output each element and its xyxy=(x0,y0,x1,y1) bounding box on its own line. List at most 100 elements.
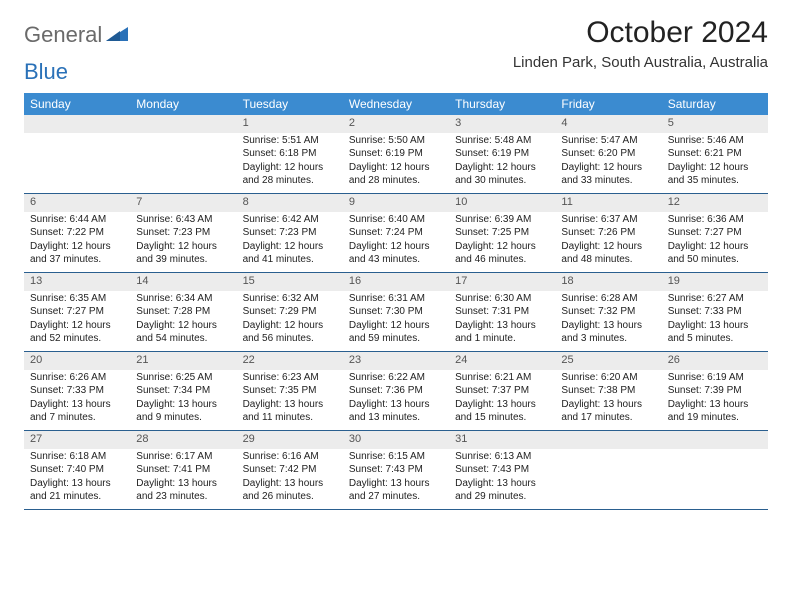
day-number: 22 xyxy=(237,352,343,370)
week-row: 20Sunrise: 6:26 AMSunset: 7:33 PMDayligh… xyxy=(24,352,768,431)
day-sunset: Sunset: 7:37 PM xyxy=(455,385,549,398)
day-cell: 16Sunrise: 6:31 AMSunset: 7:30 PMDayligh… xyxy=(343,273,449,351)
day-dl1: Daylight: 12 hours xyxy=(561,162,655,175)
day-cell: 14Sunrise: 6:34 AMSunset: 7:28 PMDayligh… xyxy=(130,273,236,351)
day-sunrise: Sunrise: 6:42 AM xyxy=(243,214,337,227)
day-dl1: Daylight: 12 hours xyxy=(30,241,124,254)
day-number xyxy=(130,115,236,133)
calendar-page: General October 2024 Linden Park, South … xyxy=(0,0,792,526)
day-number: 31 xyxy=(449,431,555,449)
day-dl1: Daylight: 12 hours xyxy=(455,162,549,175)
day-dl1: Daylight: 13 hours xyxy=(668,320,762,333)
day-number: 2 xyxy=(343,115,449,133)
day-sunrise: Sunrise: 6:25 AM xyxy=(136,372,230,385)
day-dl1: Daylight: 13 hours xyxy=(561,399,655,412)
day-body: Sunrise: 6:20 AMSunset: 7:38 PMDaylight:… xyxy=(555,370,661,430)
day-sunset: Sunset: 7:26 PM xyxy=(561,227,655,240)
day-sunset: Sunset: 6:18 PM xyxy=(243,148,337,161)
week-row: 1 Sunrise: 5:51 AMSunset: 6:18 PM Daylight… xyxy=(24,115,768,194)
day-dl2: and 37 minutes. xyxy=(30,254,124,267)
day-sunrise: Sunrise: 5:51 AM xyxy=(243,135,337,148)
logo-triangle-icon xyxy=(106,25,128,46)
day-cell-empty xyxy=(24,115,130,193)
day-dl2: and 35 minutes. xyxy=(668,175,762,188)
day-cell: 13Sunrise: 6:35 AMSunset: 7:27 PMDayligh… xyxy=(24,273,130,351)
day-dl2: and 23 minutes. xyxy=(136,491,230,504)
day-dl1: Daylight: 12 hours xyxy=(668,241,762,254)
day-cell: 1Sunrise: 5:51 AMSunset: 6:18 PMDaylight… xyxy=(237,115,343,193)
day-cell: 19Sunrise: 6:27 AMSunset: 7:33 PMDayligh… xyxy=(662,273,768,351)
week-row: 27Sunrise: 6:18 AMSunset: 7:40 PMDayligh… xyxy=(24,431,768,510)
day-sunrise: Sunrise: 6:21 AM xyxy=(455,372,549,385)
day-sunset: Sunset: 7:36 PM xyxy=(349,385,443,398)
day-number: 1 xyxy=(237,115,343,133)
day-sunset: Sunset: 6:19 PM xyxy=(455,148,549,161)
day-body: Sunrise: 6:32 AMSunset: 7:29 PMDaylight:… xyxy=(237,291,343,351)
day-sunset: Sunset: 7:32 PM xyxy=(561,306,655,319)
weekday-header: Thursday xyxy=(449,93,555,115)
day-dl2: and 50 minutes. xyxy=(668,254,762,267)
day-sunrise: Sunrise: 6:39 AM xyxy=(455,214,549,227)
day-number: 29 xyxy=(237,431,343,449)
weekday-header: Sunday xyxy=(24,93,130,115)
day-dl2: and 52 minutes. xyxy=(30,333,124,346)
day-sunset: Sunset: 7:40 PM xyxy=(30,464,124,477)
day-sunset: Sunset: 7:43 PM xyxy=(455,464,549,477)
logo-text-general: General xyxy=(24,22,102,48)
day-number: 4 xyxy=(555,115,661,133)
day-dl2: and 33 minutes. xyxy=(561,175,655,188)
day-dl2: and 39 minutes. xyxy=(136,254,230,267)
day-dl2: and 26 minutes. xyxy=(243,491,337,504)
day-number: 15 xyxy=(237,273,343,291)
day-cell: 21Sunrise: 6:25 AMSunset: 7:34 PMDayligh… xyxy=(130,352,236,430)
day-cell: 17Sunrise: 6:30 AMSunset: 7:31 PMDayligh… xyxy=(449,273,555,351)
day-sunrise: Sunrise: 6:22 AM xyxy=(349,372,443,385)
day-cell: 4Sunrise: 5:47 AMSunset: 6:20 PMDaylight… xyxy=(555,115,661,193)
day-number: 19 xyxy=(662,273,768,291)
day-dl1: Daylight: 12 hours xyxy=(243,320,337,333)
day-sunset: Sunset: 7:35 PM xyxy=(243,385,337,398)
day-sunset: Sunset: 7:30 PM xyxy=(349,306,443,319)
day-dl2: and 43 minutes. xyxy=(349,254,443,267)
day-dl2: and 17 minutes. xyxy=(561,412,655,425)
day-body: Sunrise: 6:18 AMSunset: 7:40 PMDaylight:… xyxy=(24,449,130,509)
day-cell: 12Sunrise: 6:36 AMSunset: 7:27 PMDayligh… xyxy=(662,194,768,272)
day-dl2: and 11 minutes. xyxy=(243,412,337,425)
day-dl2: and 56 minutes. xyxy=(243,333,337,346)
day-sunset: Sunset: 7:24 PM xyxy=(349,227,443,240)
week-row: 13Sunrise: 6:35 AMSunset: 7:27 PMDayligh… xyxy=(24,273,768,352)
day-body: Sunrise: 5:48 AMSunset: 6:19 PMDaylight:… xyxy=(449,133,555,193)
day-dl2: and 13 minutes. xyxy=(349,412,443,425)
day-body: Sunrise: 6:27 AMSunset: 7:33 PMDaylight:… xyxy=(662,291,768,351)
day-dl1: Daylight: 13 hours xyxy=(30,399,124,412)
day-dl1: Daylight: 12 hours xyxy=(349,241,443,254)
day-number: 16 xyxy=(343,273,449,291)
day-body: Sunrise: 6:39 AMSunset: 7:25 PMDaylight:… xyxy=(449,212,555,272)
day-dl1: Daylight: 13 hours xyxy=(349,399,443,412)
weekday-header: Friday xyxy=(555,93,661,115)
day-dl1: Daylight: 13 hours xyxy=(561,320,655,333)
day-dl2: and 1 minute. xyxy=(455,333,549,346)
day-sunset: Sunset: 7:22 PM xyxy=(30,227,124,240)
day-dl2: and 28 minutes. xyxy=(243,175,337,188)
day-body: Sunrise: 5:50 AMSunset: 6:19 PMDaylight:… xyxy=(343,133,449,193)
day-cell: 26Sunrise: 6:19 AMSunset: 7:39 PMDayligh… xyxy=(662,352,768,430)
weekday-header: Saturday xyxy=(662,93,768,115)
day-number: 8 xyxy=(237,194,343,212)
day-number: 12 xyxy=(662,194,768,212)
day-dl2: and 41 minutes. xyxy=(243,254,337,267)
day-number: 25 xyxy=(555,352,661,370)
weekday-header: Monday xyxy=(130,93,236,115)
day-cell: 10Sunrise: 6:39 AMSunset: 7:25 PMDayligh… xyxy=(449,194,555,272)
day-sunset: Sunset: 7:29 PM xyxy=(243,306,337,319)
day-body: Sunrise: 6:34 AMSunset: 7:28 PMDaylight:… xyxy=(130,291,236,351)
day-dl2: and 3 minutes. xyxy=(561,333,655,346)
day-sunrise: Sunrise: 6:26 AM xyxy=(30,372,124,385)
weekday-header-row: SundayMondayTuesdayWednesdayThursdayFrid… xyxy=(24,93,768,115)
day-dl2: and 21 minutes. xyxy=(30,491,124,504)
day-body: Sunrise: 6:42 AMSunset: 7:23 PMDaylight:… xyxy=(237,212,343,272)
day-dl1: Daylight: 13 hours xyxy=(30,478,124,491)
day-number: 17 xyxy=(449,273,555,291)
day-cell: 27Sunrise: 6:18 AMSunset: 7:40 PMDayligh… xyxy=(24,431,130,509)
day-cell: 7Sunrise: 6:43 AMSunset: 7:23 PMDaylight… xyxy=(130,194,236,272)
